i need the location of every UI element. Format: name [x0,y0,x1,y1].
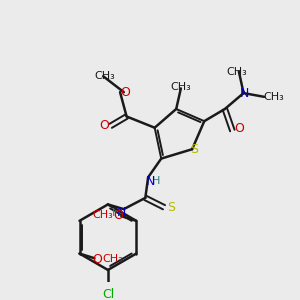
Text: CH₃: CH₃ [170,82,191,92]
Text: S: S [190,143,198,156]
Text: S: S [167,201,175,214]
Text: CH₃: CH₃ [226,67,248,76]
Text: CH₃: CH₃ [95,71,116,81]
Text: O: O [99,119,109,132]
Text: N: N [240,87,249,100]
Text: N: N [117,206,127,219]
Text: CH₃: CH₃ [103,254,124,264]
Text: CH₃: CH₃ [92,210,113,220]
Text: N: N [145,175,155,188]
Text: CH₃: CH₃ [263,92,284,102]
Text: O: O [113,209,123,222]
Text: O: O [234,122,244,135]
Text: H: H [152,176,160,186]
Text: O: O [121,86,130,99]
Text: Cl: Cl [102,288,114,300]
Text: O: O [92,253,102,266]
Text: H: H [112,208,121,218]
